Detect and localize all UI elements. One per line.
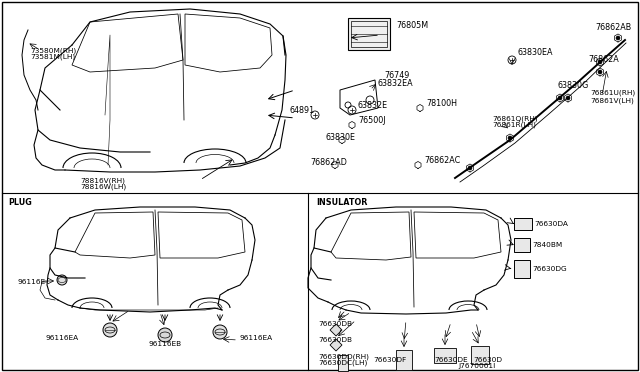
Text: 76630DA: 76630DA	[534, 221, 568, 227]
Text: 63832E: 63832E	[358, 101, 388, 110]
Circle shape	[598, 60, 602, 64]
Text: 78816W(LH): 78816W(LH)	[80, 183, 126, 189]
Text: 96116EA: 96116EA	[240, 335, 273, 341]
Text: 76630DC(LH): 76630DC(LH)	[318, 359, 367, 366]
Text: 76862AD: 76862AD	[310, 158, 347, 167]
Circle shape	[566, 96, 570, 100]
Text: 78100H: 78100H	[426, 99, 457, 108]
Text: 63832EA: 63832EA	[378, 79, 413, 88]
Text: 76630DB: 76630DB	[318, 321, 352, 327]
Circle shape	[598, 70, 602, 74]
Text: 76630DB: 76630DB	[318, 337, 352, 343]
Text: INSULATOR: INSULATOR	[316, 198, 367, 207]
Text: 73581M(LH): 73581M(LH)	[30, 54, 76, 61]
Bar	[351, 21, 387, 47]
Text: 76861R(LH): 76861R(LH)	[492, 122, 536, 128]
Text: 76630DF: 76630DF	[373, 357, 406, 363]
Text: J7670061I: J7670061I	[459, 363, 496, 369]
Text: 78816V(RH): 78816V(RH)	[80, 177, 125, 183]
Text: 76630DD(RH): 76630DD(RH)	[318, 353, 369, 359]
Polygon shape	[330, 324, 342, 336]
Circle shape	[616, 36, 620, 40]
Text: 76630DG: 76630DG	[532, 266, 566, 272]
Text: 63830EA: 63830EA	[518, 48, 554, 57]
Text: 76630D: 76630D	[473, 357, 502, 363]
Text: 76861V(LH): 76861V(LH)	[590, 97, 634, 103]
Bar	[514, 238, 530, 252]
Circle shape	[158, 328, 172, 342]
Text: 76749: 76749	[384, 71, 410, 80]
Circle shape	[468, 166, 472, 170]
Circle shape	[213, 325, 227, 339]
Polygon shape	[330, 339, 342, 351]
Text: 96116E: 96116E	[18, 279, 46, 285]
Text: 76862AC: 76862AC	[424, 156, 460, 165]
Circle shape	[57, 275, 67, 285]
Circle shape	[103, 323, 117, 337]
Bar	[514, 260, 530, 278]
Text: 76861Q(RH): 76861Q(RH)	[492, 115, 538, 122]
Bar	[348, 18, 390, 50]
Text: 76500J: 76500J	[358, 116, 385, 125]
Circle shape	[558, 96, 562, 100]
Bar	[396, 350, 412, 370]
Bar	[434, 348, 456, 363]
Text: 96116EA: 96116EA	[45, 335, 79, 341]
Text: 76805M: 76805M	[396, 21, 428, 30]
Text: 76630DE: 76630DE	[434, 357, 468, 363]
Text: 64891: 64891	[290, 106, 315, 115]
Bar	[514, 218, 532, 230]
Bar	[471, 346, 489, 364]
Text: 76861U(RH): 76861U(RH)	[590, 90, 636, 96]
Text: 7840BM: 7840BM	[532, 242, 563, 248]
Text: PLUG: PLUG	[8, 198, 32, 207]
Circle shape	[508, 136, 512, 140]
Text: 76862AB: 76862AB	[595, 23, 631, 32]
Bar	[338, 355, 348, 371]
Text: 76862A: 76862A	[588, 55, 619, 64]
Text: 96116EB: 96116EB	[148, 341, 182, 347]
Text: 63830E: 63830E	[326, 133, 356, 142]
Text: 63830G: 63830G	[558, 81, 589, 90]
Text: 73580M(RH): 73580M(RH)	[30, 47, 76, 54]
